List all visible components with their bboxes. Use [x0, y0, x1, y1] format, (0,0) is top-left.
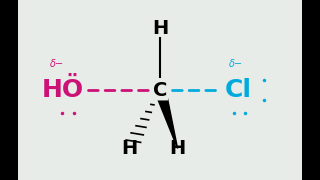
Text: C: C	[153, 80, 167, 100]
Text: δ−: δ−	[50, 59, 64, 69]
Text: HÖ: HÖ	[41, 78, 84, 102]
Text: Cl: Cl	[225, 78, 252, 102]
Text: H: H	[152, 19, 168, 38]
Text: δ−: δ−	[229, 59, 243, 69]
Text: H: H	[122, 139, 138, 158]
Polygon shape	[154, 89, 178, 148]
Text: H: H	[170, 139, 186, 158]
